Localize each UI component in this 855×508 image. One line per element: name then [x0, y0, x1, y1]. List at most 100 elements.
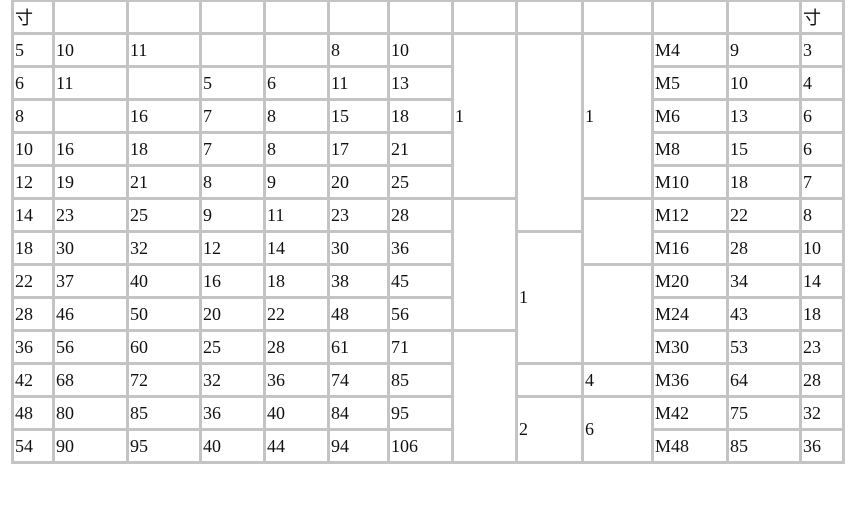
- table-cell: 8: [327, 32, 390, 68]
- table-cell: 28: [11, 296, 55, 332]
- table-cell: 7: [199, 98, 266, 134]
- table-cell: [126, 65, 202, 101]
- table-cell: 15: [327, 98, 390, 134]
- table-row: 6 11 5 6 11 13 M5 10 4: [11, 65, 845, 101]
- header-cell: 寸: [799, 0, 845, 35]
- table-cell: M5: [651, 65, 729, 101]
- table-cell: 28: [799, 362, 845, 398]
- table-cell: 13: [726, 98, 802, 134]
- table-cell: 56: [387, 296, 454, 332]
- table-cell: 25: [126, 197, 202, 233]
- table-cell: 8: [11, 98, 55, 134]
- table-cell: 11: [126, 32, 202, 68]
- table-cell: 40: [126, 263, 202, 299]
- table-cell: 1: [581, 32, 654, 200]
- table-cell: 23: [52, 197, 129, 233]
- table-cell: 20: [327, 164, 390, 200]
- table-cell: 36: [799, 428, 845, 464]
- table-cell: 4: [799, 65, 845, 101]
- table-cell: 36: [387, 230, 454, 266]
- table-cell: 14: [263, 230, 330, 266]
- table-cell: 2: [515, 395, 584, 464]
- table-cell: 10: [11, 131, 55, 167]
- table-cell: 25: [387, 164, 454, 200]
- table-cell: 60: [126, 329, 202, 365]
- header-cell: [126, 0, 202, 35]
- table-cell: 8: [799, 197, 845, 233]
- table-cell: 36: [199, 395, 266, 431]
- table-cell: 30: [52, 230, 129, 266]
- table-row: 10 16 18 7 8 17 21 M8 15 6: [11, 131, 845, 167]
- table-row: 28 46 50 20 22 48 56 M24 43 18: [11, 296, 845, 332]
- table-cell: 14: [11, 197, 55, 233]
- table-cell: [581, 263, 654, 365]
- table-row: 36 56 60 25 28 61 71 M30 53 23: [11, 329, 845, 464]
- header-cell: [327, 0, 390, 35]
- table-cell: 68: [52, 362, 129, 398]
- table-cell: [451, 329, 518, 464]
- table-cell: 61: [327, 329, 390, 365]
- table-cell: 28: [387, 197, 454, 233]
- table-cell: 12: [11, 164, 55, 200]
- table-cell: 11: [52, 65, 129, 101]
- table-cell: 22: [726, 197, 802, 233]
- table-cell: 10: [726, 65, 802, 101]
- table-cell: 34: [726, 263, 802, 299]
- table-cell: 42: [11, 362, 55, 398]
- table-cell: 30: [327, 230, 390, 266]
- table-cell: 38: [327, 263, 390, 299]
- table-cell: 9: [726, 32, 802, 68]
- table-cell: 56: [52, 329, 129, 365]
- table-cell: 85: [126, 395, 202, 431]
- table-cell: M8: [651, 131, 729, 167]
- table-cell: 16: [199, 263, 266, 299]
- table-cell: 40: [263, 395, 330, 431]
- table-cell: 1: [515, 230, 584, 365]
- table-cell: 18: [263, 263, 330, 299]
- table-cell: 53: [726, 329, 802, 365]
- table-cell: M6: [651, 98, 729, 134]
- table-cell: 64: [726, 362, 802, 398]
- table-cell: 8: [263, 98, 330, 134]
- table-cell: 10: [387, 32, 454, 68]
- table-cell: 32: [126, 230, 202, 266]
- table-cell: 14: [799, 263, 845, 299]
- table-cell: 44: [263, 428, 330, 464]
- table-cell: 90: [52, 428, 129, 464]
- table-cell: 6: [11, 65, 55, 101]
- table-cell: [199, 32, 266, 68]
- table-cell: 85: [726, 428, 802, 464]
- table-cell: 13: [387, 65, 454, 101]
- table-cell: 3: [799, 32, 845, 68]
- table-cell: 18: [126, 131, 202, 167]
- header-cell: [726, 0, 802, 35]
- table-cell: 54: [11, 428, 55, 464]
- table-cell: [581, 197, 654, 266]
- table-cell: 84: [327, 395, 390, 431]
- header-cell: [52, 0, 129, 35]
- table-cell: 10: [52, 32, 129, 68]
- header-cell: 寸: [11, 0, 55, 35]
- header-cell: [263, 0, 330, 35]
- table-cell: [515, 32, 584, 233]
- header-cell: [199, 0, 266, 35]
- table-row: 42 68 72 32 36 74 85 4 M36 64 28: [11, 362, 845, 398]
- table-cell: 48: [11, 395, 55, 431]
- header-row: 寸寸: [11, 0, 845, 35]
- table-cell: 7: [199, 131, 266, 167]
- table-cell: 20: [199, 296, 266, 332]
- table-cell: 50: [126, 296, 202, 332]
- header-cell: [581, 0, 654, 35]
- table-cell: 37: [52, 263, 129, 299]
- table-row: 12 19 21 8 9 20 25 M10 18 7: [11, 164, 845, 200]
- table-row: 22 37 40 16 18 38 45 M20 34 14: [11, 263, 845, 365]
- table-cell: 5: [199, 65, 266, 101]
- table-cell: 106: [387, 428, 454, 464]
- table-row: 48 80 85 36 40 84 95 2 6 M42 75 32: [11, 395, 845, 464]
- table-cell: M16: [651, 230, 729, 266]
- table-cell: 6: [799, 131, 845, 167]
- table-cell: 10: [799, 230, 845, 266]
- table-cell: 95: [126, 428, 202, 464]
- table-cell: 48: [327, 296, 390, 332]
- table-cell: 18: [799, 296, 845, 332]
